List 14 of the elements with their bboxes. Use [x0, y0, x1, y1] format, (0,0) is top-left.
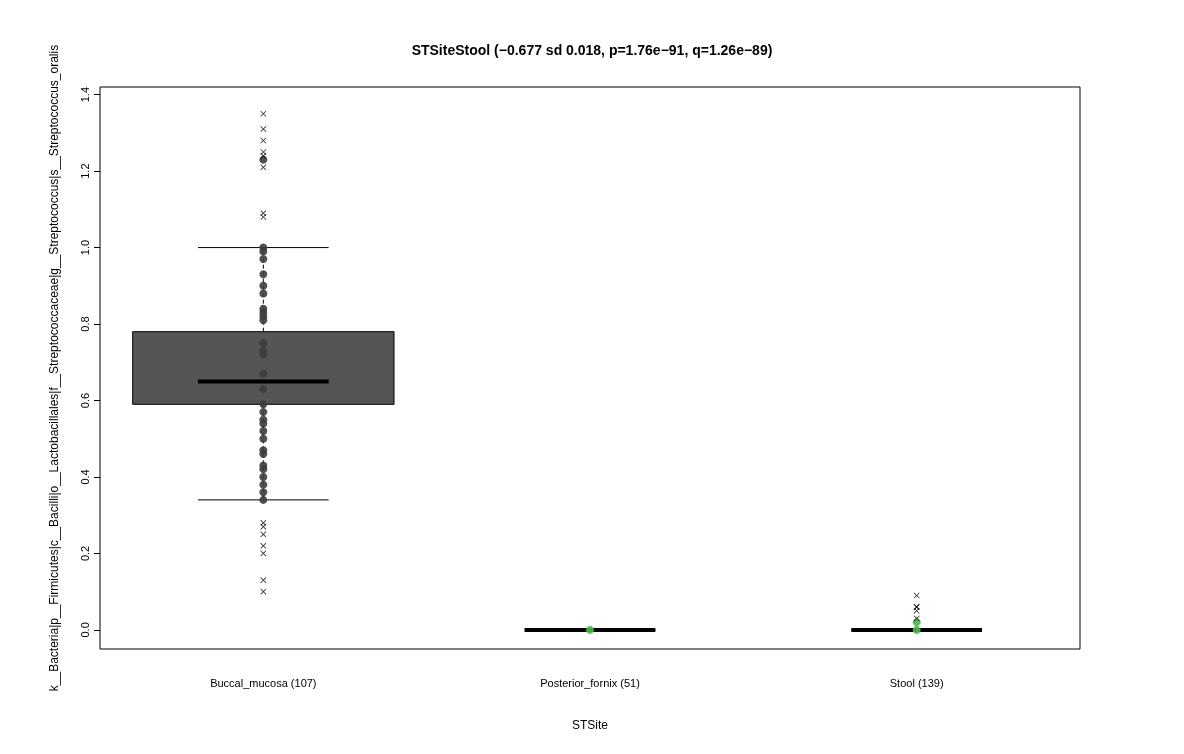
y-tick-label: 1.4 — [78, 87, 91, 103]
y-tick-label: 0.0 — [78, 622, 91, 638]
x-tick-label: Buccal_mucosa (107) — [210, 676, 317, 689]
y-tick-label: 1.0 — [78, 239, 91, 256]
y-tick-label: 1.2 — [78, 163, 91, 179]
chart-title: STSiteStool (−0.677 sd 0.018, p=1.76e−91, q=1.26e−89) — [411, 42, 773, 58]
x-tick-label: Posterior_fornix (51) — [540, 676, 640, 689]
y-tick-label: 0.6 — [78, 392, 91, 409]
x-tick-label: Stool (139) — [889, 676, 944, 689]
y-tick-label: 0.8 — [78, 316, 91, 332]
y-tick-label: 0.2 — [78, 545, 91, 562]
y-axis-title: k__Bacteria|p__Firmicutes|c__Bacilli|o__Lactobacillales|f__Streptococcaceae|g__Streptococcus|s__Streptococcus_oralis — [47, 44, 61, 692]
y-tick-label: 0.4 — [78, 469, 91, 485]
x-axis-title: STSite — [571, 718, 609, 732]
